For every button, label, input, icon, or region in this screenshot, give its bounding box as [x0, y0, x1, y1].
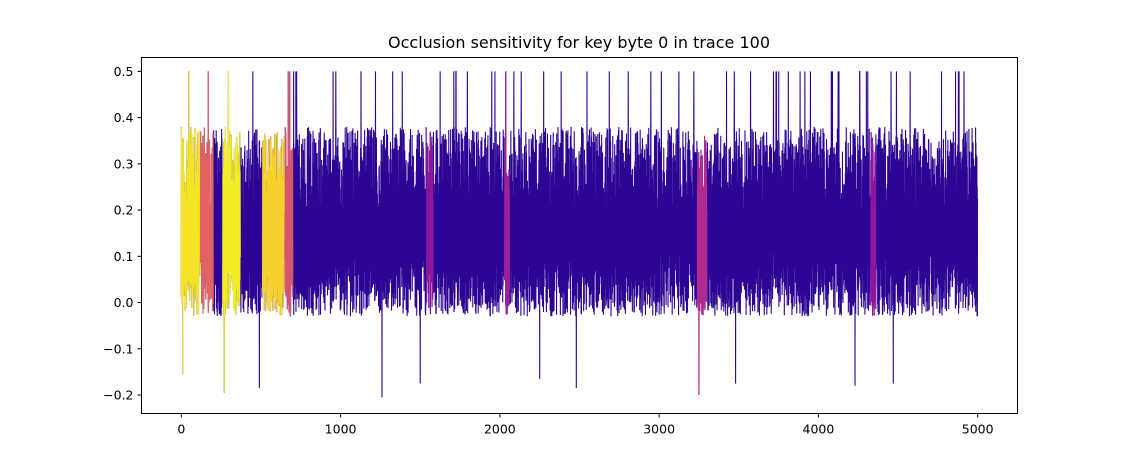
x-tick-label: 5000 [962, 422, 994, 437]
plot-frame [141, 57, 1018, 414]
sensitivity-segment-0 [180, 71, 201, 375]
y-tick-label: 0.5 [114, 64, 134, 79]
sensitivity-segment-5 [426, 131, 434, 315]
sensitivity-segment-8 [870, 131, 877, 316]
series-line [180, 70, 979, 398]
y-axis: −0.2 −0.1 0.0 0.1 0.2 0.3 0.4 0.5 [103, 64, 142, 403]
chart-title: Occlusion sensitivity for key byte 0 in … [388, 33, 770, 52]
sensitivity-segment-1 [199, 71, 214, 314]
x-tick-label: 4000 [803, 422, 835, 437]
x-axis: 0 1000 2000 3000 4000 5000 [177, 413, 994, 437]
x-tick-label: 0 [177, 422, 185, 437]
sensitivity-segment-7 [696, 135, 708, 396]
x-tick-label: 3000 [643, 422, 675, 437]
y-tick-label: −0.2 [103, 388, 133, 403]
y-tick-label: −0.1 [103, 341, 133, 356]
x-tick-label: 2000 [484, 422, 516, 437]
y-tick-label: 0.1 [114, 249, 134, 264]
x-tick-label: 1000 [325, 422, 357, 437]
sensitivity-segment-6 [504, 71, 510, 315]
plot-area [180, 70, 979, 398]
y-tick-label: 0.4 [114, 110, 134, 125]
y-tick-label: 0.2 [114, 203, 134, 218]
y-tick-label: 0.0 [114, 295, 134, 310]
sensitivity-segment-4 [284, 71, 294, 317]
sensitivity-segment-3 [262, 131, 286, 316]
sensitivity-segment-2 [222, 71, 241, 393]
y-tick-label: 0.3 [114, 156, 134, 171]
